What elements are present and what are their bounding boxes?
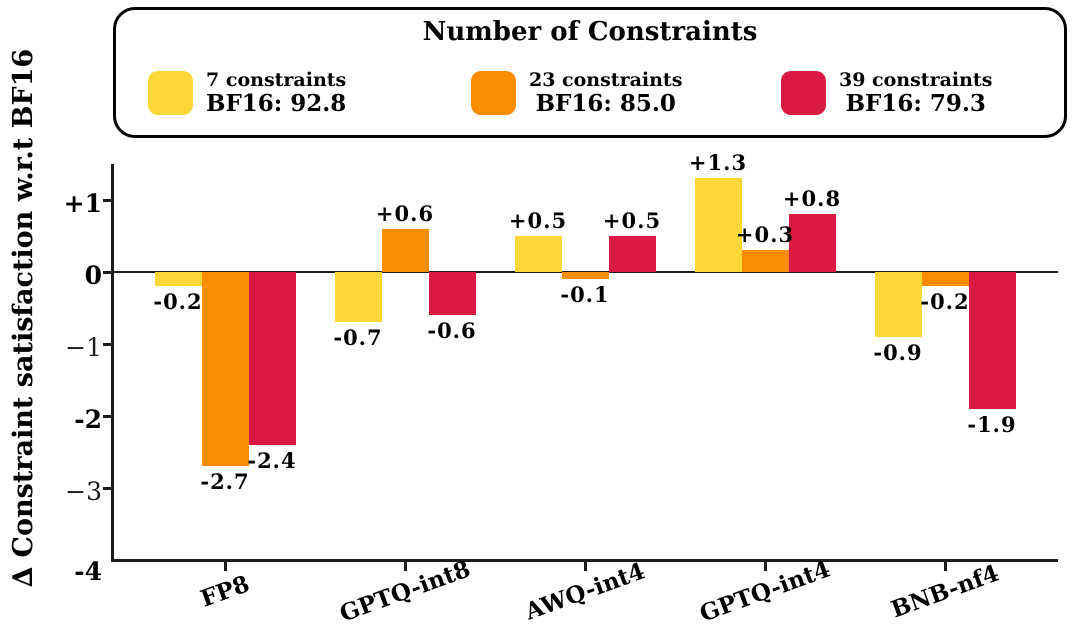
legend-swatch-crimson bbox=[781, 71, 826, 116]
bar-value-label: -0.1 bbox=[560, 282, 610, 308]
legend-entry: 39 constraints BF16: 79.3 bbox=[781, 70, 992, 116]
bar bbox=[561, 272, 609, 280]
bar-value-label: -0.9 bbox=[873, 339, 923, 365]
legend-box: Number of Constraints 7 constraints BF16… bbox=[113, 7, 1067, 138]
bar bbox=[514, 236, 562, 272]
y-tick bbox=[103, 343, 112, 346]
bar-value-label: -0.7 bbox=[333, 325, 383, 351]
x-tick bbox=[944, 562, 947, 571]
bar-value-label: +0.5 bbox=[602, 208, 662, 233]
y-tick-label: +1 bbox=[63, 189, 102, 218]
bar bbox=[201, 272, 249, 467]
bar-value-label: +0.6 bbox=[375, 200, 435, 226]
legend-entry-bf16: BF16: 85.0 bbox=[535, 89, 676, 117]
legend-swatch-orange bbox=[471, 71, 516, 116]
y-tick bbox=[103, 199, 112, 202]
y-tick-label: −1 bbox=[65, 333, 102, 362]
y-tick bbox=[103, 271, 112, 274]
bar bbox=[428, 272, 476, 316]
x-tick bbox=[584, 562, 587, 571]
bar-value-label: -0.6 bbox=[427, 318, 477, 344]
y-tick bbox=[103, 487, 112, 490]
legend-entry: 23 constraints BF16: 85.0 bbox=[471, 70, 682, 116]
bar-value-label: -0.2 bbox=[920, 289, 970, 315]
bar bbox=[788, 214, 836, 272]
bar bbox=[921, 272, 969, 287]
bar bbox=[248, 272, 296, 445]
y-tick-label: -2 bbox=[74, 405, 102, 434]
legend-entry-bf16: BF16: 79.3 bbox=[845, 89, 986, 117]
y-tick-label: -4 bbox=[74, 557, 102, 586]
bar-value-label: +0.3 bbox=[735, 222, 795, 248]
legend-entry-label: 39 constraints bbox=[839, 69, 993, 91]
bar bbox=[741, 250, 789, 272]
bar bbox=[874, 272, 922, 337]
bar-value-label: +1.3 bbox=[688, 150, 748, 176]
bar bbox=[968, 272, 1016, 409]
bar bbox=[334, 272, 382, 323]
x-tick bbox=[404, 562, 407, 571]
bar bbox=[608, 236, 656, 272]
legend-entry-text: 7 constraints BF16: 92.8 bbox=[206, 69, 347, 117]
bar bbox=[694, 178, 742, 272]
y-axis-label: ∆ Constraint satisfaction w.r.t BF16 bbox=[8, 48, 39, 588]
legend-entry-text: 23 constraints BF16: 85.0 bbox=[529, 69, 683, 117]
legend-entry-label: 23 constraints bbox=[529, 69, 683, 91]
bar-value-label: +0.5 bbox=[508, 208, 568, 233]
y-tick-label: 0 bbox=[84, 261, 102, 290]
y-tick-label: −3 bbox=[65, 477, 102, 506]
bar-value-label: -0.2 bbox=[153, 289, 203, 315]
legend-swatch-yellow bbox=[148, 71, 193, 116]
y-tick bbox=[103, 415, 112, 418]
x-tick bbox=[224, 562, 227, 571]
legend-entry-label: 7 constraints bbox=[206, 69, 347, 91]
x-tick bbox=[764, 562, 767, 571]
bar-value-label: -1.9 bbox=[967, 411, 1017, 437]
bar bbox=[381, 228, 429, 272]
legend-entry-bf16: BF16: 92.8 bbox=[206, 89, 347, 117]
legend-title: Number of Constraints bbox=[422, 17, 758, 47]
bar-value-label: -2.7 bbox=[200, 469, 250, 495]
bar-value-label: +0.8 bbox=[782, 186, 842, 212]
legend-entry-text: 39 constraints BF16: 79.3 bbox=[839, 69, 993, 117]
legend-entry: 7 constraints BF16: 92.8 bbox=[148, 70, 346, 116]
x-axis-spine bbox=[111, 559, 1058, 562]
bar-value-label: -2.4 bbox=[247, 447, 297, 473]
bar bbox=[154, 272, 202, 287]
y-axis-spine bbox=[111, 164, 114, 562]
